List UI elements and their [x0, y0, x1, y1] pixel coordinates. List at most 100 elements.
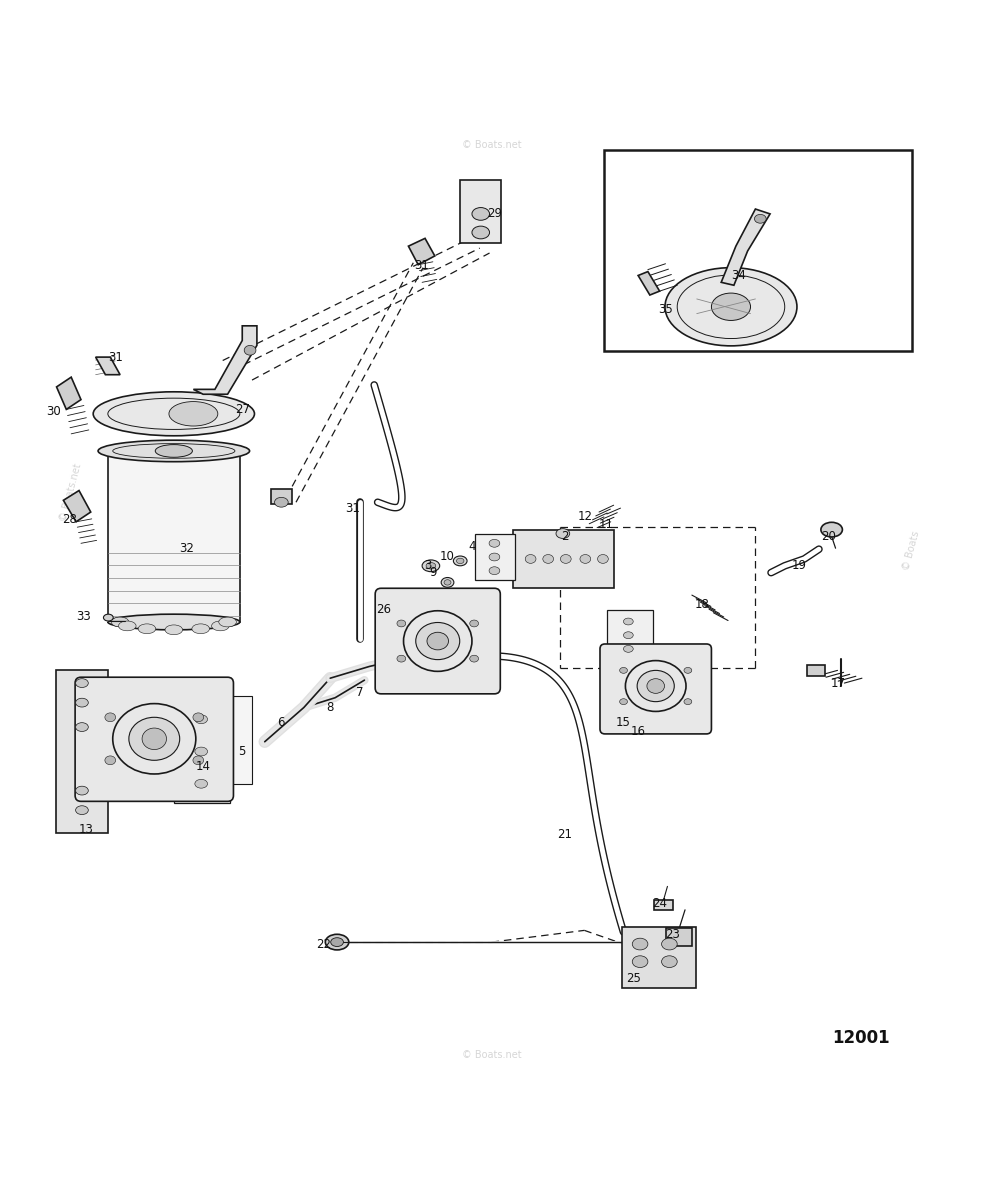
Polygon shape — [174, 690, 230, 803]
Ellipse shape — [560, 554, 571, 563]
Text: 14: 14 — [196, 760, 210, 773]
Ellipse shape — [98, 440, 250, 462]
Ellipse shape — [155, 444, 193, 457]
Ellipse shape — [453, 556, 467, 565]
Bar — [108, 451, 240, 622]
Ellipse shape — [416, 623, 460, 660]
Ellipse shape — [619, 698, 627, 704]
Text: 18: 18 — [694, 599, 709, 611]
Polygon shape — [638, 271, 660, 295]
Text: 16: 16 — [631, 726, 646, 738]
Text: 11: 11 — [599, 518, 613, 532]
Ellipse shape — [444, 580, 451, 586]
Ellipse shape — [274, 497, 288, 508]
Text: © Boats.net: © Boats.net — [59, 462, 84, 522]
Ellipse shape — [821, 522, 842, 536]
Text: © Boats.net: © Boats.net — [462, 1050, 521, 1060]
Text: 33: 33 — [77, 610, 91, 623]
Ellipse shape — [105, 756, 116, 764]
Ellipse shape — [195, 779, 207, 788]
Text: © Boats: © Boats — [901, 530, 922, 572]
Ellipse shape — [192, 624, 209, 634]
Text: 31: 31 — [345, 502, 360, 515]
Ellipse shape — [623, 631, 633, 638]
Text: 10: 10 — [440, 550, 455, 563]
Text: 13: 13 — [79, 823, 93, 836]
Ellipse shape — [525, 554, 536, 563]
Bar — [604, 150, 912, 350]
FancyBboxPatch shape — [666, 929, 692, 946]
Ellipse shape — [397, 620, 406, 626]
Polygon shape — [475, 534, 515, 581]
Text: 24: 24 — [652, 896, 667, 910]
Ellipse shape — [193, 756, 203, 764]
Ellipse shape — [76, 786, 88, 796]
Ellipse shape — [111, 617, 129, 626]
Text: 2: 2 — [561, 530, 568, 542]
Polygon shape — [63, 491, 90, 522]
Polygon shape — [408, 239, 434, 265]
Text: 29: 29 — [487, 208, 502, 221]
Ellipse shape — [195, 715, 207, 724]
Ellipse shape — [470, 620, 479, 626]
Ellipse shape — [195, 748, 207, 756]
Text: 12: 12 — [578, 510, 593, 523]
Text: 27: 27 — [235, 403, 250, 416]
Text: 30: 30 — [46, 404, 61, 418]
Text: 31: 31 — [108, 352, 123, 364]
Text: 7: 7 — [356, 686, 364, 700]
Ellipse shape — [211, 622, 229, 631]
Text: 20: 20 — [821, 530, 837, 542]
Ellipse shape — [472, 208, 490, 221]
Ellipse shape — [684, 667, 692, 673]
Ellipse shape — [490, 553, 499, 560]
Ellipse shape — [662, 955, 677, 967]
Text: 35: 35 — [658, 304, 672, 316]
Ellipse shape — [684, 698, 692, 704]
Bar — [622, 928, 696, 988]
Text: 15: 15 — [616, 715, 631, 728]
Ellipse shape — [93, 392, 255, 436]
Ellipse shape — [662, 938, 677, 950]
Ellipse shape — [490, 539, 499, 547]
Ellipse shape — [139, 624, 155, 634]
Ellipse shape — [598, 554, 608, 563]
Polygon shape — [230, 696, 252, 784]
Ellipse shape — [193, 713, 203, 721]
Text: 8: 8 — [326, 701, 334, 714]
Polygon shape — [513, 529, 613, 588]
Text: 34: 34 — [731, 269, 746, 282]
Ellipse shape — [556, 529, 570, 539]
FancyBboxPatch shape — [600, 644, 712, 734]
Ellipse shape — [637, 671, 674, 702]
Text: 6: 6 — [277, 715, 285, 728]
Ellipse shape — [244, 346, 256, 355]
Ellipse shape — [169, 402, 218, 426]
FancyBboxPatch shape — [376, 588, 500, 694]
Polygon shape — [57, 377, 81, 409]
Ellipse shape — [754, 215, 766, 223]
Ellipse shape — [665, 268, 797, 346]
Ellipse shape — [108, 614, 240, 630]
Ellipse shape — [623, 618, 633, 625]
Ellipse shape — [76, 679, 88, 688]
Ellipse shape — [422, 560, 439, 571]
Ellipse shape — [76, 698, 88, 707]
Ellipse shape — [543, 554, 553, 563]
FancyBboxPatch shape — [75, 677, 233, 802]
Text: 4: 4 — [468, 540, 476, 553]
Ellipse shape — [712, 293, 751, 320]
Ellipse shape — [397, 655, 406, 662]
Ellipse shape — [165, 625, 183, 635]
Text: 5: 5 — [239, 745, 246, 758]
Text: 12001: 12001 — [833, 1028, 890, 1046]
Polygon shape — [95, 358, 120, 374]
Text: 23: 23 — [665, 928, 680, 941]
Text: 26: 26 — [376, 604, 391, 617]
Polygon shape — [607, 610, 653, 661]
Ellipse shape — [330, 937, 343, 947]
Ellipse shape — [129, 718, 180, 761]
Ellipse shape — [76, 722, 88, 732]
Text: 21: 21 — [557, 828, 572, 841]
Ellipse shape — [76, 805, 88, 815]
